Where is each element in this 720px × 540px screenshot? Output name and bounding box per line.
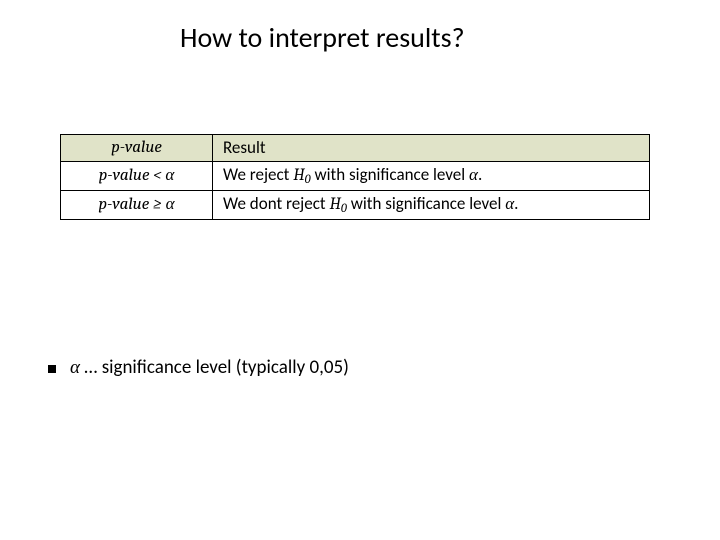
note-alpha: α (70, 356, 80, 378)
table-header-row: p-value Result (61, 135, 650, 162)
table-row: p-value ≥ α We dont reject H0 with signi… (61, 190, 650, 219)
footnote: α … significance level (typically 0,05) (48, 356, 349, 379)
row2-hyp: H (329, 195, 340, 214)
table-row: p-value < α We reject H0 with significan… (61, 161, 650, 190)
row2-result: We dont reject H0 with significance leve… (213, 190, 650, 219)
row2-condition-text: p-value ≥ α (99, 195, 175, 214)
row1-alpha: α (469, 166, 478, 185)
header-cell-pvalue: p-value (61, 135, 213, 162)
row1-result: We reject H0 with significance level α. (213, 161, 650, 190)
row2-alpha: α (505, 195, 514, 214)
row2-mid: with significance level (347, 193, 505, 214)
footnote-text: α … significance level (typically 0,05) (70, 356, 349, 379)
page-title: How to interpret results? (180, 20, 465, 55)
row1-hyp: H (293, 166, 304, 185)
row2-suffix: . (514, 193, 518, 214)
row1-mid: with significance level (311, 164, 469, 185)
bullet-square-icon (48, 365, 56, 373)
row1-condition: p-value < α (61, 161, 213, 190)
row2-condition: p-value ≥ α (61, 190, 213, 219)
results-table: p-value Result p-value < α We reject H0 … (60, 134, 650, 220)
header-pvalue-text: p-value (111, 138, 162, 157)
note-body: significance level (typically 0,05) (102, 356, 349, 379)
interpretation-table: p-value Result p-value < α We reject H0 … (60, 134, 650, 220)
row1-condition-text: p-value < α (99, 166, 175, 185)
row1-prefix: We reject (223, 164, 293, 185)
header-cell-result: Result (213, 135, 650, 162)
row2-prefix: We dont reject (223, 193, 329, 214)
row1-suffix: . (478, 164, 482, 185)
note-dots: … (80, 356, 102, 379)
